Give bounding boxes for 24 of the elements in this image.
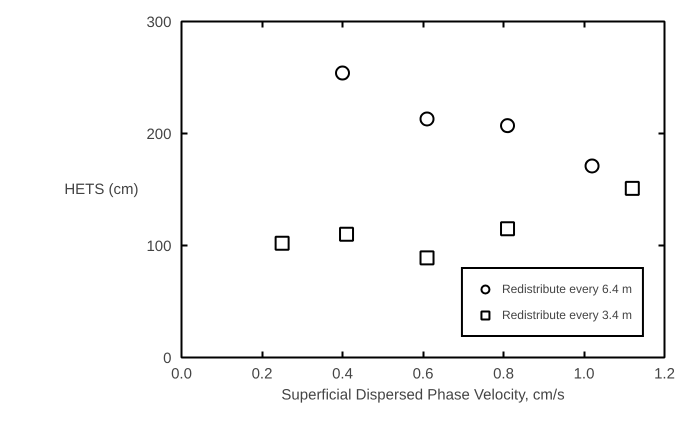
point (420, 250, 435, 266)
x-tick-label: 0.8 (493, 366, 514, 382)
x-tick-label: 0.0 (171, 366, 192, 382)
y-tick-label: 200 (146, 126, 172, 143)
x-tick-label: 0.6 (412, 366, 434, 382)
point (335, 66, 350, 81)
point (624, 180, 640, 196)
legend-label: Redistribute every 3.4 m (502, 308, 632, 322)
x-axis-title: Superficial Dispersed Phase Velocity, cm/s (281, 386, 565, 404)
x-tick-label: 0.2 (252, 366, 272, 382)
legend-label: Redistribute every 6.4 m (502, 282, 632, 296)
x-tick-label: 0.4 (332, 366, 353, 382)
y-axis-title: HETS (cm) (64, 181, 138, 198)
point (274, 236, 290, 251)
point (420, 111, 435, 126)
x-tick-label: 1.2 (654, 366, 675, 382)
x-tick-label: 1.0 (574, 366, 594, 382)
y-tick-label: 100 (146, 238, 172, 255)
point (339, 226, 354, 242)
point (500, 118, 516, 134)
point (584, 158, 600, 174)
y-tick-label: 0 (163, 350, 172, 367)
point (500, 221, 516, 236)
y-tick-label: 300 (146, 14, 172, 31)
